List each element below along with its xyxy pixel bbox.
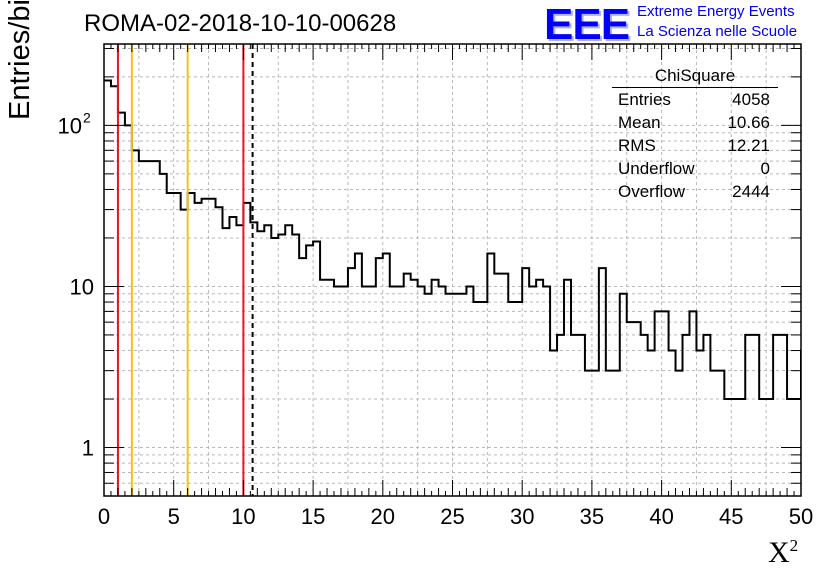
y-axis-label: Entries/bin — [4, 0, 36, 120]
stats-row-overflow: Overflow 2444 — [612, 180, 778, 203]
x-axis-label: X2 — [768, 536, 798, 570]
brand-line-1: Extreme Energy Events — [637, 3, 795, 20]
x-tick-label: 15 — [301, 504, 325, 529]
x-tick-label: 40 — [649, 504, 673, 529]
x-tick-label: 10 — [231, 504, 255, 529]
x-tick-label: 35 — [580, 504, 604, 529]
x-tick-label: 45 — [719, 504, 743, 529]
y-tick-label-exponent: 2 — [83, 109, 91, 125]
y-tick-label: 10 — [58, 113, 82, 138]
stats-row-entries: Entries 4058 — [612, 88, 778, 111]
chart-title: ROMA-02-2018-10-10-00628 — [84, 10, 397, 37]
stats-title: ChiSquare — [612, 66, 778, 88]
stats-label: Overflow — [618, 182, 686, 201]
stats-value: 12.21 — [727, 136, 770, 155]
eee-logo: EEE — [544, 0, 630, 49]
stats-value: 2444 — [732, 182, 770, 201]
brand-line-2: La Scienza nelle Scuole — [637, 23, 798, 40]
stats-row-mean: Mean 10.66 — [612, 111, 778, 134]
stats-label: Mean — [618, 113, 661, 132]
y-tick-label: 1 — [82, 436, 94, 461]
stats-row-underflow: Underflow 0 — [612, 157, 778, 180]
x-tick-label: 5 — [168, 504, 180, 529]
x-axis-label-sup: 2 — [789, 536, 799, 555]
stats-row-rms: RMS 12.21 — [612, 134, 778, 157]
x-tick-label: 0 — [98, 504, 110, 529]
stats-value: 4058 — [732, 90, 770, 109]
x-tick-label: 25 — [440, 504, 464, 529]
stats-value: 10.66 — [727, 113, 770, 132]
stats-label: Underflow — [618, 159, 695, 178]
stats-label: RMS — [618, 136, 656, 155]
x-tick-label: 50 — [789, 504, 813, 529]
x-tick-label: 30 — [510, 504, 534, 529]
y-tick-label: 10 — [70, 274, 94, 299]
stats-value: 0 — [760, 159, 770, 178]
stats-label: Entries — [618, 90, 671, 109]
histogram-series — [104, 79, 801, 401]
x-axis-label-base: X — [768, 536, 790, 569]
x-tick-label: 20 — [371, 504, 395, 529]
stats-box: ChiSquare Entries 4058 Mean 10.66 RMS 12.21… — [612, 66, 778, 203]
